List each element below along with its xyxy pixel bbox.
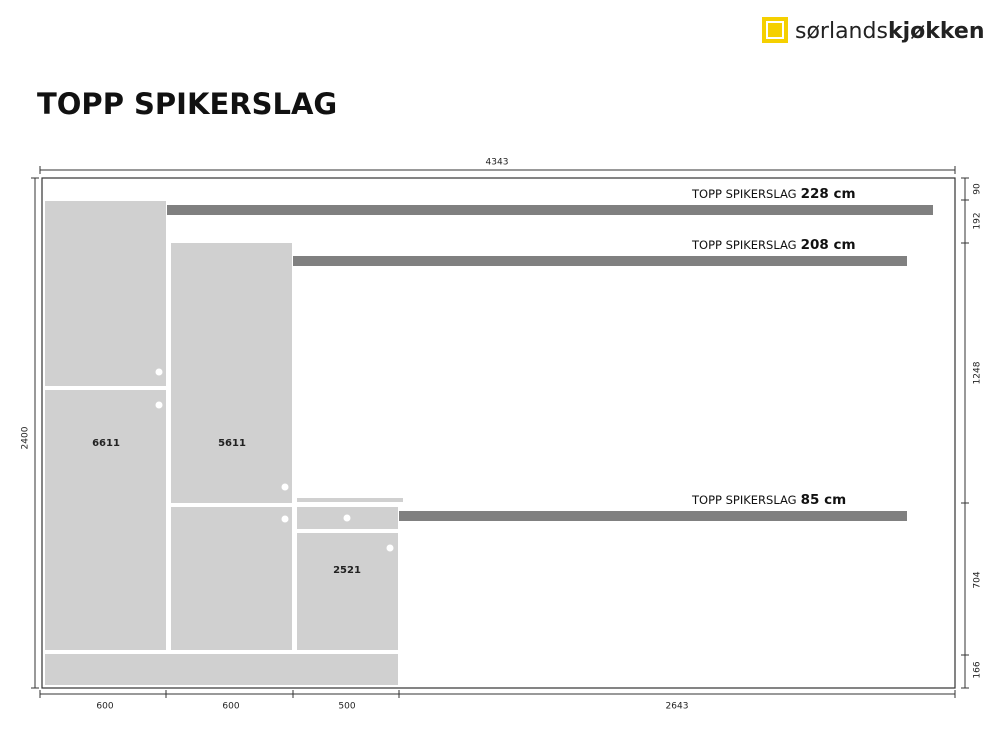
worktop bbox=[297, 498, 403, 502]
handle bbox=[155, 401, 163, 409]
spikerslag-height: 85 cm bbox=[801, 492, 847, 508]
wall-frame bbox=[41, 177, 956, 689]
logo-icon-inner bbox=[766, 21, 784, 39]
cabinet-door bbox=[45, 390, 166, 650]
dim-label: 166 bbox=[973, 661, 983, 678]
dim-label: 90 bbox=[973, 183, 983, 195]
spikerslag-height: 228 cm bbox=[801, 186, 856, 202]
cabinet-code: 2521 bbox=[333, 565, 361, 576]
dim-label: 2643 bbox=[666, 702, 689, 712]
dim-label: 2400 bbox=[21, 426, 31, 449]
handle bbox=[281, 483, 289, 491]
dim-label: 600 bbox=[96, 702, 113, 712]
cabinet-door bbox=[297, 533, 398, 650]
page-title: TOPP SPIKERSLAG bbox=[37, 87, 337, 121]
cabinet-door bbox=[171, 243, 292, 503]
spikerslag-label: TOPP SPIKERSLAG 208 cm bbox=[691, 237, 856, 253]
spikerslag-bar bbox=[399, 511, 907, 521]
plinth bbox=[45, 654, 398, 685]
dim-label: 500 bbox=[338, 702, 355, 712]
logo-text: sørlandskjøkken bbox=[795, 19, 984, 44]
logo: sørlandskjøkken bbox=[762, 17, 984, 44]
dim-label: 704 bbox=[973, 571, 983, 588]
dim-label: 4343 bbox=[486, 158, 509, 168]
handle bbox=[386, 544, 394, 552]
cabinet-door bbox=[171, 507, 292, 650]
dim-label: 192 bbox=[973, 212, 983, 229]
handle bbox=[155, 368, 163, 376]
spikerslag-bar bbox=[167, 205, 933, 215]
cabinet-code: 6611 bbox=[92, 438, 120, 449]
cabinet-door bbox=[45, 201, 166, 386]
spikerslag-text: TOPP SPIKERSLAG bbox=[691, 238, 797, 252]
spikerslag-label: TOPP SPIKERSLAG 85 cm bbox=[691, 492, 846, 508]
handle bbox=[281, 515, 289, 523]
spikerslag-text: TOPP SPIKERSLAG bbox=[691, 187, 797, 201]
spikerslag-height: 208 cm bbox=[801, 237, 856, 253]
dim-label: 1248 bbox=[973, 361, 983, 384]
spikerslag-label: TOPP SPIKERSLAG 228 cm bbox=[691, 186, 856, 202]
handle bbox=[343, 514, 351, 522]
logo-regular: sørlands bbox=[795, 19, 888, 44]
spikerslag-bar bbox=[293, 256, 907, 266]
cabinet-code: 5611 bbox=[218, 438, 246, 449]
logo-bold: kjøkken bbox=[888, 19, 985, 44]
dim-label: 600 bbox=[222, 702, 239, 712]
spikerslag-text: TOPP SPIKERSLAG bbox=[691, 493, 797, 507]
logo-icon bbox=[762, 17, 788, 43]
